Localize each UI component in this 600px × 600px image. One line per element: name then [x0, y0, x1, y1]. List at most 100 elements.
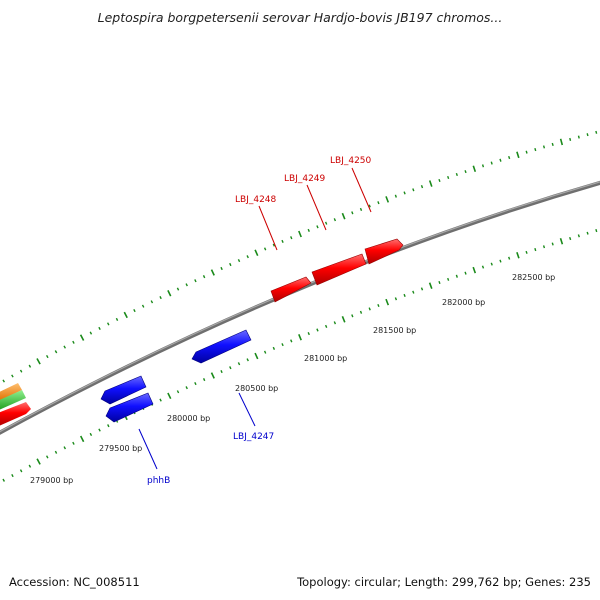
gene-block-phhB-upper[interactable]	[100, 375, 147, 405]
outer-ring-tick	[455, 172, 458, 177]
inner-ring-tick	[281, 343, 284, 347]
outer-ring-tick	[185, 283, 188, 287]
outer-ring-tick	[202, 275, 206, 279]
outer-ring-tick	[159, 295, 162, 300]
outer-ring-tick	[237, 258, 241, 263]
inner-ring-tick	[220, 370, 223, 374]
inner-ring-tick	[499, 259, 502, 263]
outer-ring-tick	[438, 178, 441, 183]
outer-ring-tick	[428, 180, 433, 187]
outer-ring-tick	[516, 151, 520, 159]
outer-ring-tick	[559, 138, 564, 146]
gene-label-LBJ_4249[interactable]: LBJ_4249	[284, 174, 326, 184]
inner-ring-tick	[72, 441, 75, 445]
outer-ring-tick	[385, 196, 390, 203]
outer-ring-tick	[464, 170, 467, 174]
gene-label-LBJ_4247[interactable]: LBJ_4247	[233, 432, 274, 442]
outer-ring-tick	[11, 374, 14, 378]
inner-ring-tick	[36, 458, 41, 465]
inner-ring-tick	[586, 231, 589, 235]
outer-ring-tick	[123, 311, 128, 319]
inner-ring-tick	[333, 321, 337, 325]
inner-ring-tick	[11, 473, 14, 478]
chromosome-backbone-highlight	[0, 181, 600, 433]
reverse-gene-blocks[interactable]	[100, 329, 252, 423]
inner-ring-tick	[351, 314, 354, 318]
inner-ring-tick	[202, 378, 206, 382]
inner-ring-tick	[569, 236, 572, 241]
outer-ring-tick	[133, 308, 136, 313]
gene-label-LBJ_4248[interactable]: LBJ_4248	[235, 195, 277, 205]
gene-labels: LBJ_4248 LBJ_4249 LBJ_4250 LBJ_4247 phhB	[147, 156, 372, 486]
inner-ring-tick	[79, 435, 85, 443]
outer-ring-tick	[447, 175, 450, 180]
outer-ring-tick	[351, 211, 354, 215]
inner-ring-tick	[551, 242, 554, 246]
inner-ring-tick	[194, 381, 197, 386]
outer-ring-tick	[36, 358, 41, 365]
inner-ring-tick	[316, 328, 319, 332]
scale-label-281500: 281500 bp	[373, 326, 416, 335]
outer-ring-tick	[577, 135, 580, 139]
gene-block-LBJ_4249[interactable]	[311, 253, 367, 286]
inner-ring-tick	[298, 333, 302, 341]
outer-ring-tick	[298, 230, 302, 238]
chromosome-backbone	[0, 180, 600, 435]
outer-ring-tick	[79, 334, 85, 341]
inner-ring-tick	[525, 250, 528, 254]
inner-ring-tick	[577, 234, 580, 238]
gene-leader-lines	[138, 167, 372, 470]
inner-ring-tick	[272, 346, 276, 350]
scale-label-280500: 280500 bp	[235, 384, 278, 393]
outer-ring-tick	[324, 221, 328, 225]
gene-block-LBJ_4247[interactable]	[191, 329, 252, 364]
outer-ring-tick	[290, 236, 293, 240]
gene-block-LBJ_4250[interactable]	[364, 238, 404, 265]
inner-tick-ring	[2, 229, 598, 482]
scale-label-282500: 282500 bp	[512, 273, 555, 282]
inner-ring-tick	[254, 352, 259, 360]
inner-ring-tick	[455, 274, 458, 278]
outer-ring-tick	[569, 137, 572, 141]
inner-ring-tick	[403, 293, 406, 298]
gene-label-phhB[interactable]: phhB	[147, 476, 170, 486]
outer-ring-tick	[472, 165, 477, 172]
gene-block-phhB[interactable]	[105, 392, 154, 423]
outer-ring-tick	[525, 150, 528, 154]
outer-ring-tick	[586, 133, 589, 137]
inner-ring-tick	[167, 392, 172, 400]
gene-label-LBJ_4250[interactable]: LBJ_4250	[330, 156, 372, 166]
outer-ring-tick	[508, 155, 511, 160]
outer-ring-tick	[54, 350, 58, 354]
inner-ring-tick	[359, 310, 363, 314]
inner-ring-tick	[63, 446, 67, 450]
outer-ring-tick	[72, 340, 75, 344]
forward-gene-blocks[interactable]	[270, 238, 404, 303]
gene-block-LBJ_4248[interactable]	[270, 276, 312, 303]
inner-ring-tick	[472, 266, 477, 274]
outer-tick-ring	[2, 130, 598, 383]
scale-label-280000: 280000 bp	[167, 414, 210, 423]
inner-ring-tick	[45, 455, 49, 459]
outer-ring-tick	[551, 142, 554, 146]
outer-ring-tick	[481, 164, 485, 168]
outer-ring-tick	[167, 290, 172, 297]
inner-ring-tick	[107, 424, 110, 428]
inner-ring-tick	[98, 428, 101, 432]
outer-ring-tick	[542, 145, 546, 149]
outer-ring-tick	[246, 255, 249, 259]
outer-ring-tick	[210, 269, 215, 276]
outer-ring-tick	[307, 228, 310, 232]
inner-ring-tick	[237, 362, 241, 366]
inner-ring-tick	[490, 262, 493, 266]
outer-ring-tick	[176, 287, 180, 291]
outer-ring-tick	[377, 201, 380, 205]
outer-ring-tick	[220, 266, 223, 271]
outer-ring-tick	[420, 185, 424, 189]
outer-ring-tick	[254, 249, 259, 257]
outer-ring-tick	[499, 158, 502, 162]
outer-ring-tick	[368, 204, 371, 208]
outer-ring-tick	[63, 345, 67, 349]
outer-ring-tick	[595, 130, 598, 134]
